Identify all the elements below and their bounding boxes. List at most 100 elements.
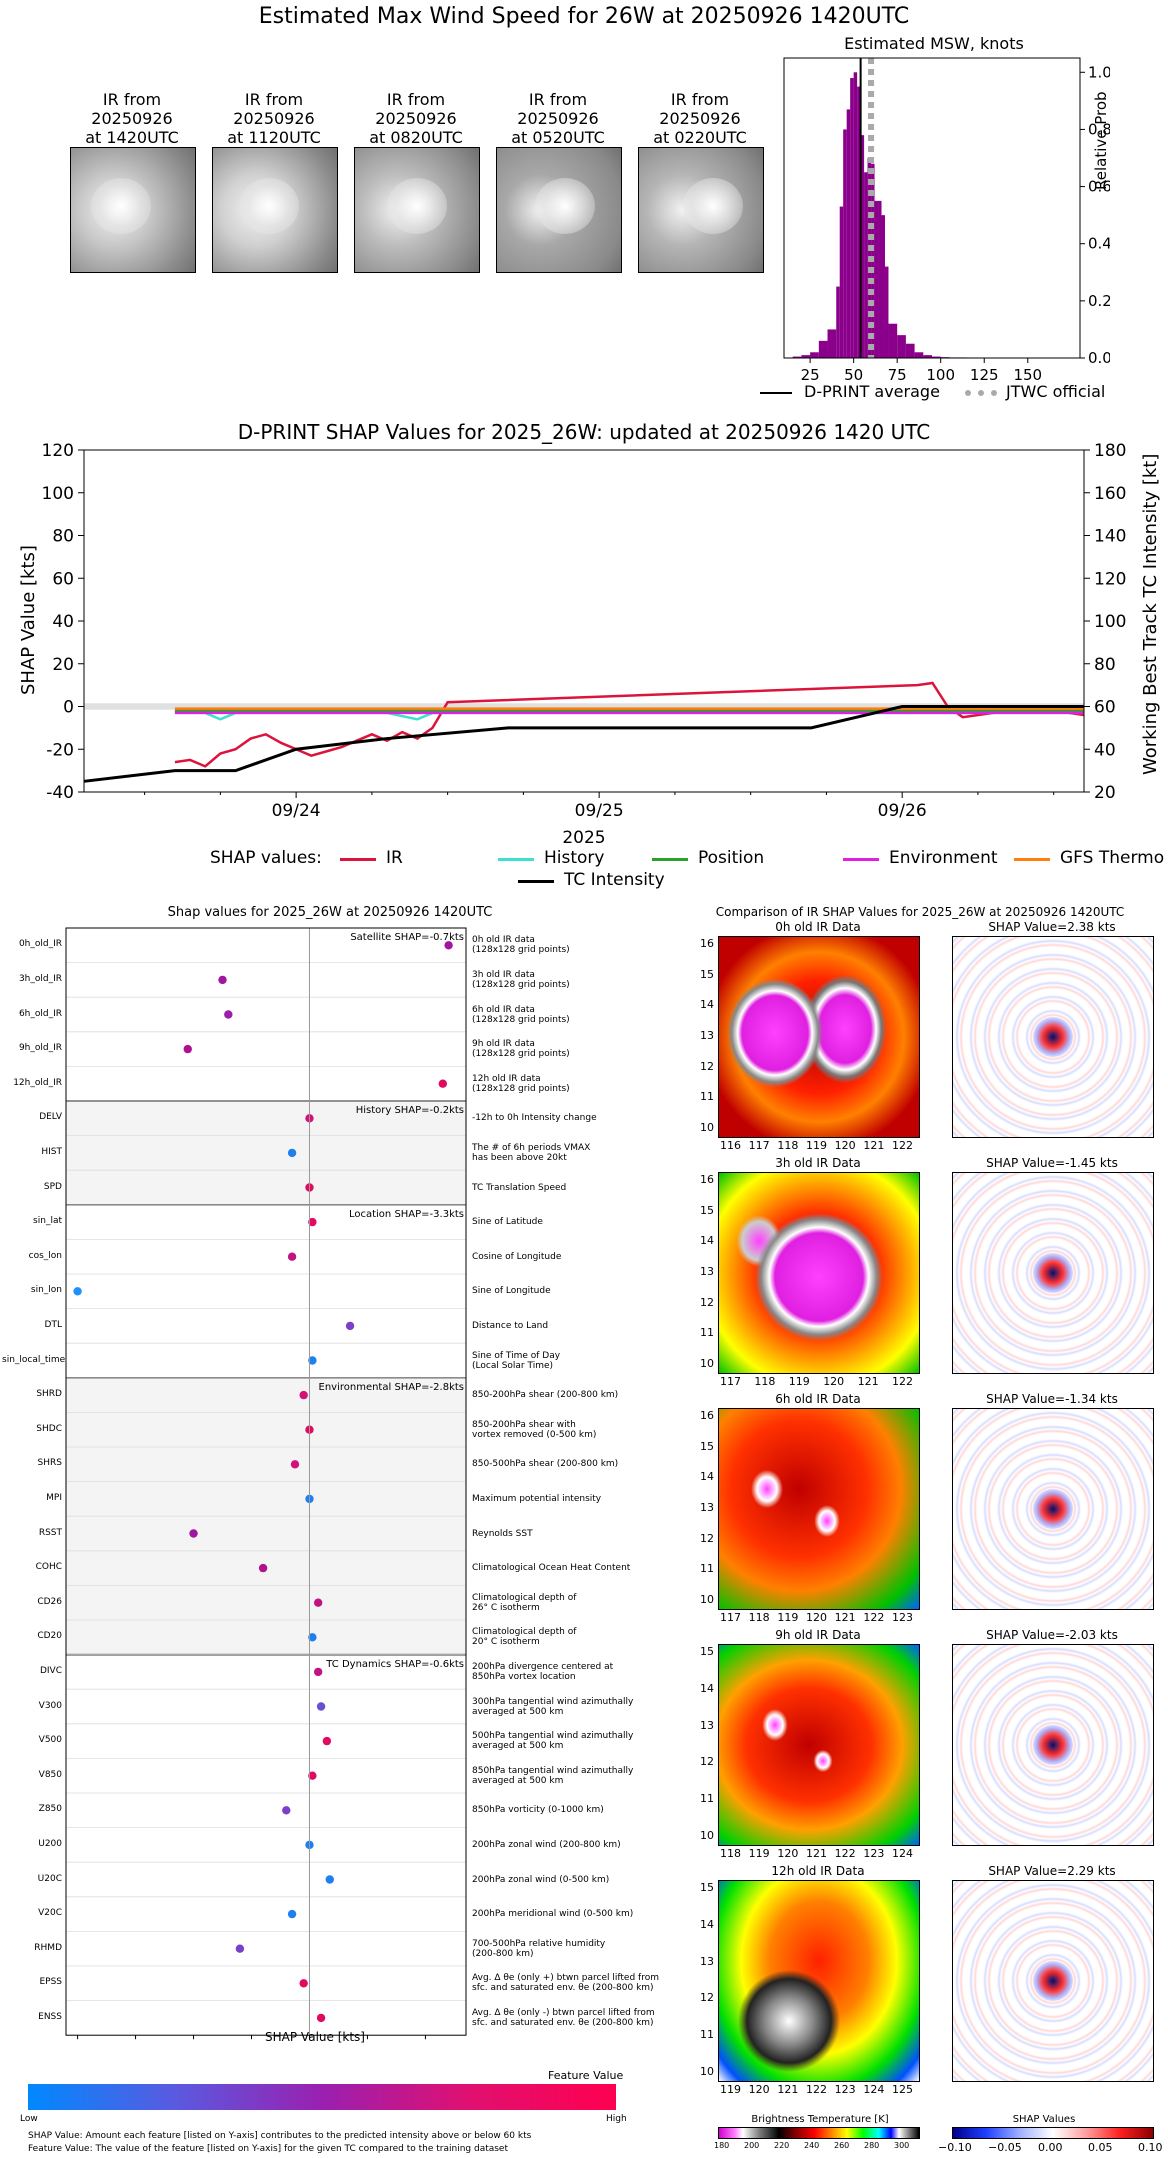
feature-name: sin_local_time bbox=[2, 1354, 66, 1365]
feature-description: Avg. Δ θe (only -) btwn parcel lifted fr… bbox=[472, 2008, 655, 2028]
bt-colorbar bbox=[718, 2127, 920, 2139]
bt-tick-label: 200 bbox=[744, 2141, 760, 2150]
feature-description: 850hPa tangential wind azimuthally averag… bbox=[472, 1766, 633, 1786]
hist-bar bbox=[843, 129, 847, 358]
feature-dot-RHMD bbox=[235, 1944, 245, 1953]
hist-bar bbox=[914, 352, 924, 358]
hist-bar bbox=[878, 200, 882, 358]
feature-description: 12h old IR data (128x128 grid points) bbox=[472, 1074, 570, 1094]
thumbnail-label-line: IR from bbox=[528, 90, 588, 109]
feature-colorbar-high: High bbox=[606, 2114, 627, 2124]
ir-panel-title: 9h old IR Data bbox=[775, 1628, 861, 1642]
feature-description-line: 200hPa zonal wind (0-500 km) bbox=[472, 1874, 610, 1885]
feature-panel-xlabel: SHAP Value [kts] bbox=[265, 2030, 365, 2044]
feature-dot-EPSS bbox=[299, 1979, 308, 1988]
thumbnail-label-line: 20250926 bbox=[517, 109, 599, 128]
ir-ytick-label: 11 bbox=[700, 2028, 714, 2042]
feature-name: SHDC bbox=[36, 1423, 62, 1434]
ir-xtick-label: 120 bbox=[834, 1139, 856, 1152]
ir-ytick-label: 12 bbox=[700, 1295, 714, 1309]
shap-map-3 bbox=[952, 1644, 1154, 1846]
feature-description-line: Reynolds SST bbox=[472, 1528, 533, 1539]
feature-description: 850hPa vorticity (0-1000 km) bbox=[472, 1805, 604, 1815]
ir-xtick-label: 119 bbox=[788, 1375, 810, 1388]
feature-description: 9h old IR data (128x128 grid points) bbox=[472, 1039, 570, 1059]
shap-map-0 bbox=[952, 936, 1154, 1138]
feature-name: U20C bbox=[37, 1873, 62, 1884]
ir-ytick-label: 10 bbox=[700, 2065, 714, 2078]
feature-description-line: Cosine of Longitude bbox=[472, 1251, 562, 1262]
ir-ytick-label: 12 bbox=[700, 1755, 714, 1769]
hist-bar bbox=[860, 135, 865, 358]
feature-description: TC Translation Speed bbox=[472, 1183, 566, 1193]
feature-dot-V300 bbox=[316, 1702, 326, 1711]
timeseries-title: D-PRINT SHAP Values for 2025_26W: update… bbox=[237, 420, 931, 444]
hist-xtick-label: 100 bbox=[926, 366, 955, 384]
feature-colorbar-low: Low bbox=[20, 2114, 38, 2124]
shap-tick-label: 0.05 bbox=[1088, 2141, 1113, 2154]
ytick-left-label: -40 bbox=[46, 783, 74, 803]
feature-description-line: sfc. and saturated env. θe (200-800 km) bbox=[472, 1983, 654, 1994]
ir-xtick-label: 120 bbox=[806, 1611, 827, 1624]
ir-ytick-label: 10 bbox=[700, 1829, 714, 1842]
hist-bar bbox=[827, 329, 837, 358]
ir-panel-title: 3h old IR Data bbox=[775, 1156, 861, 1170]
ir-xtick-label: 123 bbox=[863, 1847, 885, 1860]
feature-description-line: 0h old IR data bbox=[472, 935, 535, 946]
ir-xtick-label: 117 bbox=[748, 1139, 770, 1152]
bt-tick-label: 220 bbox=[774, 2141, 790, 2150]
legend-label: IR bbox=[386, 848, 403, 868]
ir-xtick-label: 122 bbox=[863, 1611, 885, 1624]
legend-label-dprint: D-PRINT average bbox=[804, 382, 940, 401]
feature-description-line: vortex removed (0-500 km) bbox=[472, 1429, 597, 1440]
hist-bar bbox=[923, 355, 932, 358]
feature-dot-sin_lon bbox=[73, 1287, 82, 1296]
feature-description: 200hPa divergence centered at 850hPa vort… bbox=[472, 1662, 613, 1682]
legend-label-intensity: TC Intensity bbox=[564, 870, 665, 890]
feature-group-caption: Location SHAP=-3.3kts bbox=[348, 1208, 464, 1220]
feature-name: EPSS bbox=[39, 1977, 62, 1988]
feature-description-line: -12h to 0h Intensity change bbox=[472, 1113, 597, 1124]
feature-name: DTL bbox=[44, 1319, 62, 1330]
bt-tick-label: 280 bbox=[864, 2141, 880, 2150]
ir-xtick-label: 118 bbox=[777, 1139, 799, 1152]
ir-xtick-label: 122 bbox=[834, 1847, 856, 1860]
hist-bar bbox=[884, 266, 889, 358]
ir-xtick-label: 121 bbox=[834, 1611, 856, 1624]
zero-band bbox=[84, 703, 1084, 710]
feature-description-line: sfc. and saturated env. θe (200-800 km) bbox=[472, 2017, 654, 2028]
feature-group-band bbox=[66, 928, 466, 1101]
page-title: Estimated Max Wind Speed for 26W at 2025… bbox=[258, 4, 910, 29]
thumbnail-label-line: 20250926 bbox=[375, 109, 457, 128]
hist-ytick-label: 1.0 bbox=[1088, 63, 1110, 81]
legend-line-intensity bbox=[518, 880, 554, 883]
hist-bar bbox=[818, 340, 828, 358]
feature-description: Climatological Ocean Heat Content bbox=[472, 1563, 630, 1573]
hist-xtick-label: 50 bbox=[844, 366, 863, 384]
ir-ytick-label: 11 bbox=[700, 1326, 714, 1340]
ir-ytick-label: 16 bbox=[700, 1409, 714, 1422]
legend-line bbox=[498, 858, 534, 861]
shap-core bbox=[1033, 1725, 1073, 1765]
feature-description: 850-200hPa shear with vortex removed (0-5… bbox=[472, 1420, 596, 1440]
feature-name: SHRS bbox=[37, 1458, 62, 1469]
ytick-right-label: 100 bbox=[1094, 612, 1126, 632]
feature-dot-9h_old_IR bbox=[183, 1044, 192, 1054]
timeseries-ylabel-right-text: Working Best Track TC Intensity [kt] bbox=[1140, 453, 1161, 775]
feature-description: 500hPa tangential wind azimuthally averag… bbox=[472, 1731, 633, 1751]
feature-description-line: has been above 20kt bbox=[472, 1152, 567, 1163]
feature-dot-RSST bbox=[189, 1529, 198, 1538]
thumbnail-label: IR from 20250926 at 0820UTC bbox=[346, 90, 486, 147]
shap-core bbox=[1033, 1253, 1073, 1293]
ir-panel-title: 6h old IR Data bbox=[775, 1392, 861, 1406]
hist-xtick-label: 25 bbox=[801, 366, 820, 384]
ytick-right-label: 20 bbox=[1094, 783, 1116, 803]
thumbnail-label-line: at 0820UTC bbox=[369, 128, 463, 147]
msw-hist-ylabel: Relative Prob bbox=[1092, 30, 1110, 190]
feature-dot-V850 bbox=[308, 1771, 317, 1780]
shap-panel-title: SHAP Value=-1.45 kts bbox=[986, 1156, 1118, 1170]
feature-description: 850-200hPa shear (200-800 km) bbox=[472, 1390, 618, 1400]
feature-name: 0h_old_IR bbox=[18, 939, 62, 950]
feature-group-caption: TC Dynamics SHAP=-0.6kts bbox=[326, 1658, 464, 1670]
feature-group-caption: History SHAP=-0.2kts bbox=[355, 1105, 464, 1116]
